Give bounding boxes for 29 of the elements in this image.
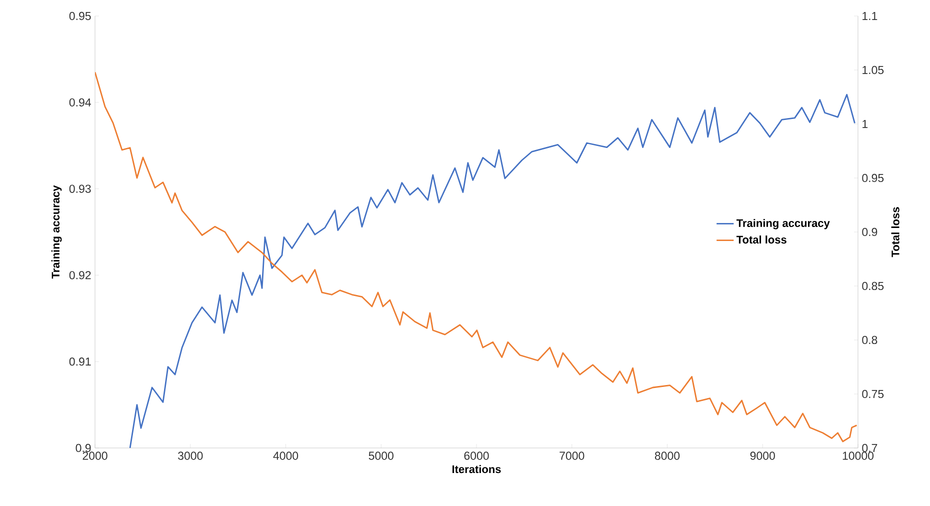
y2-tick-label: 1.05 — [862, 66, 884, 74]
y-tick-label: 0.93 — [69, 184, 91, 193]
y-tick-label: 0.92 — [69, 271, 91, 280]
x-axis-title: Iterations — [452, 465, 501, 474]
y-tick-label: 0.9 — [76, 444, 91, 452]
y2-axis-title: Total loss — [891, 207, 900, 258]
x-tick-label: 5000 — [368, 452, 394, 460]
y-tick-label: 0.95 — [69, 12, 91, 20]
x-tick-label: 9000 — [750, 452, 775, 460]
legend-label: Training accuracy — [736, 218, 830, 230]
y2-tick-label: 1 — [862, 120, 868, 128]
x-tick-label: 6000 — [464, 452, 489, 460]
y2-tick-label: 0.75 — [862, 390, 884, 398]
y-tick-label: 0.94 — [69, 98, 91, 106]
x-tick-label: 10000 — [842, 452, 874, 460]
y-tick-label: 0.91 — [69, 358, 91, 366]
x-tick-label: 3000 — [178, 452, 203, 460]
y-axis-title: Training accuracy — [51, 185, 62, 279]
y2-tick-label: 0.7 — [862, 444, 878, 452]
x-tick-label: 8000 — [654, 452, 680, 460]
y2-tick-label: 0.9 — [862, 228, 878, 236]
x-tick-label: 4000 — [273, 452, 298, 460]
y2-tick-label: 0.8 — [862, 336, 878, 344]
y2-tick-label: 1.1 — [862, 12, 878, 20]
x-tick-label: 7000 — [560, 452, 584, 460]
y2-tick-label: 0.95 — [862, 174, 884, 182]
y2-tick-label: 0.85 — [862, 282, 884, 290]
legend-label: Total loss — [736, 235, 786, 244]
x-tick-label: 2000 — [82, 452, 108, 460]
